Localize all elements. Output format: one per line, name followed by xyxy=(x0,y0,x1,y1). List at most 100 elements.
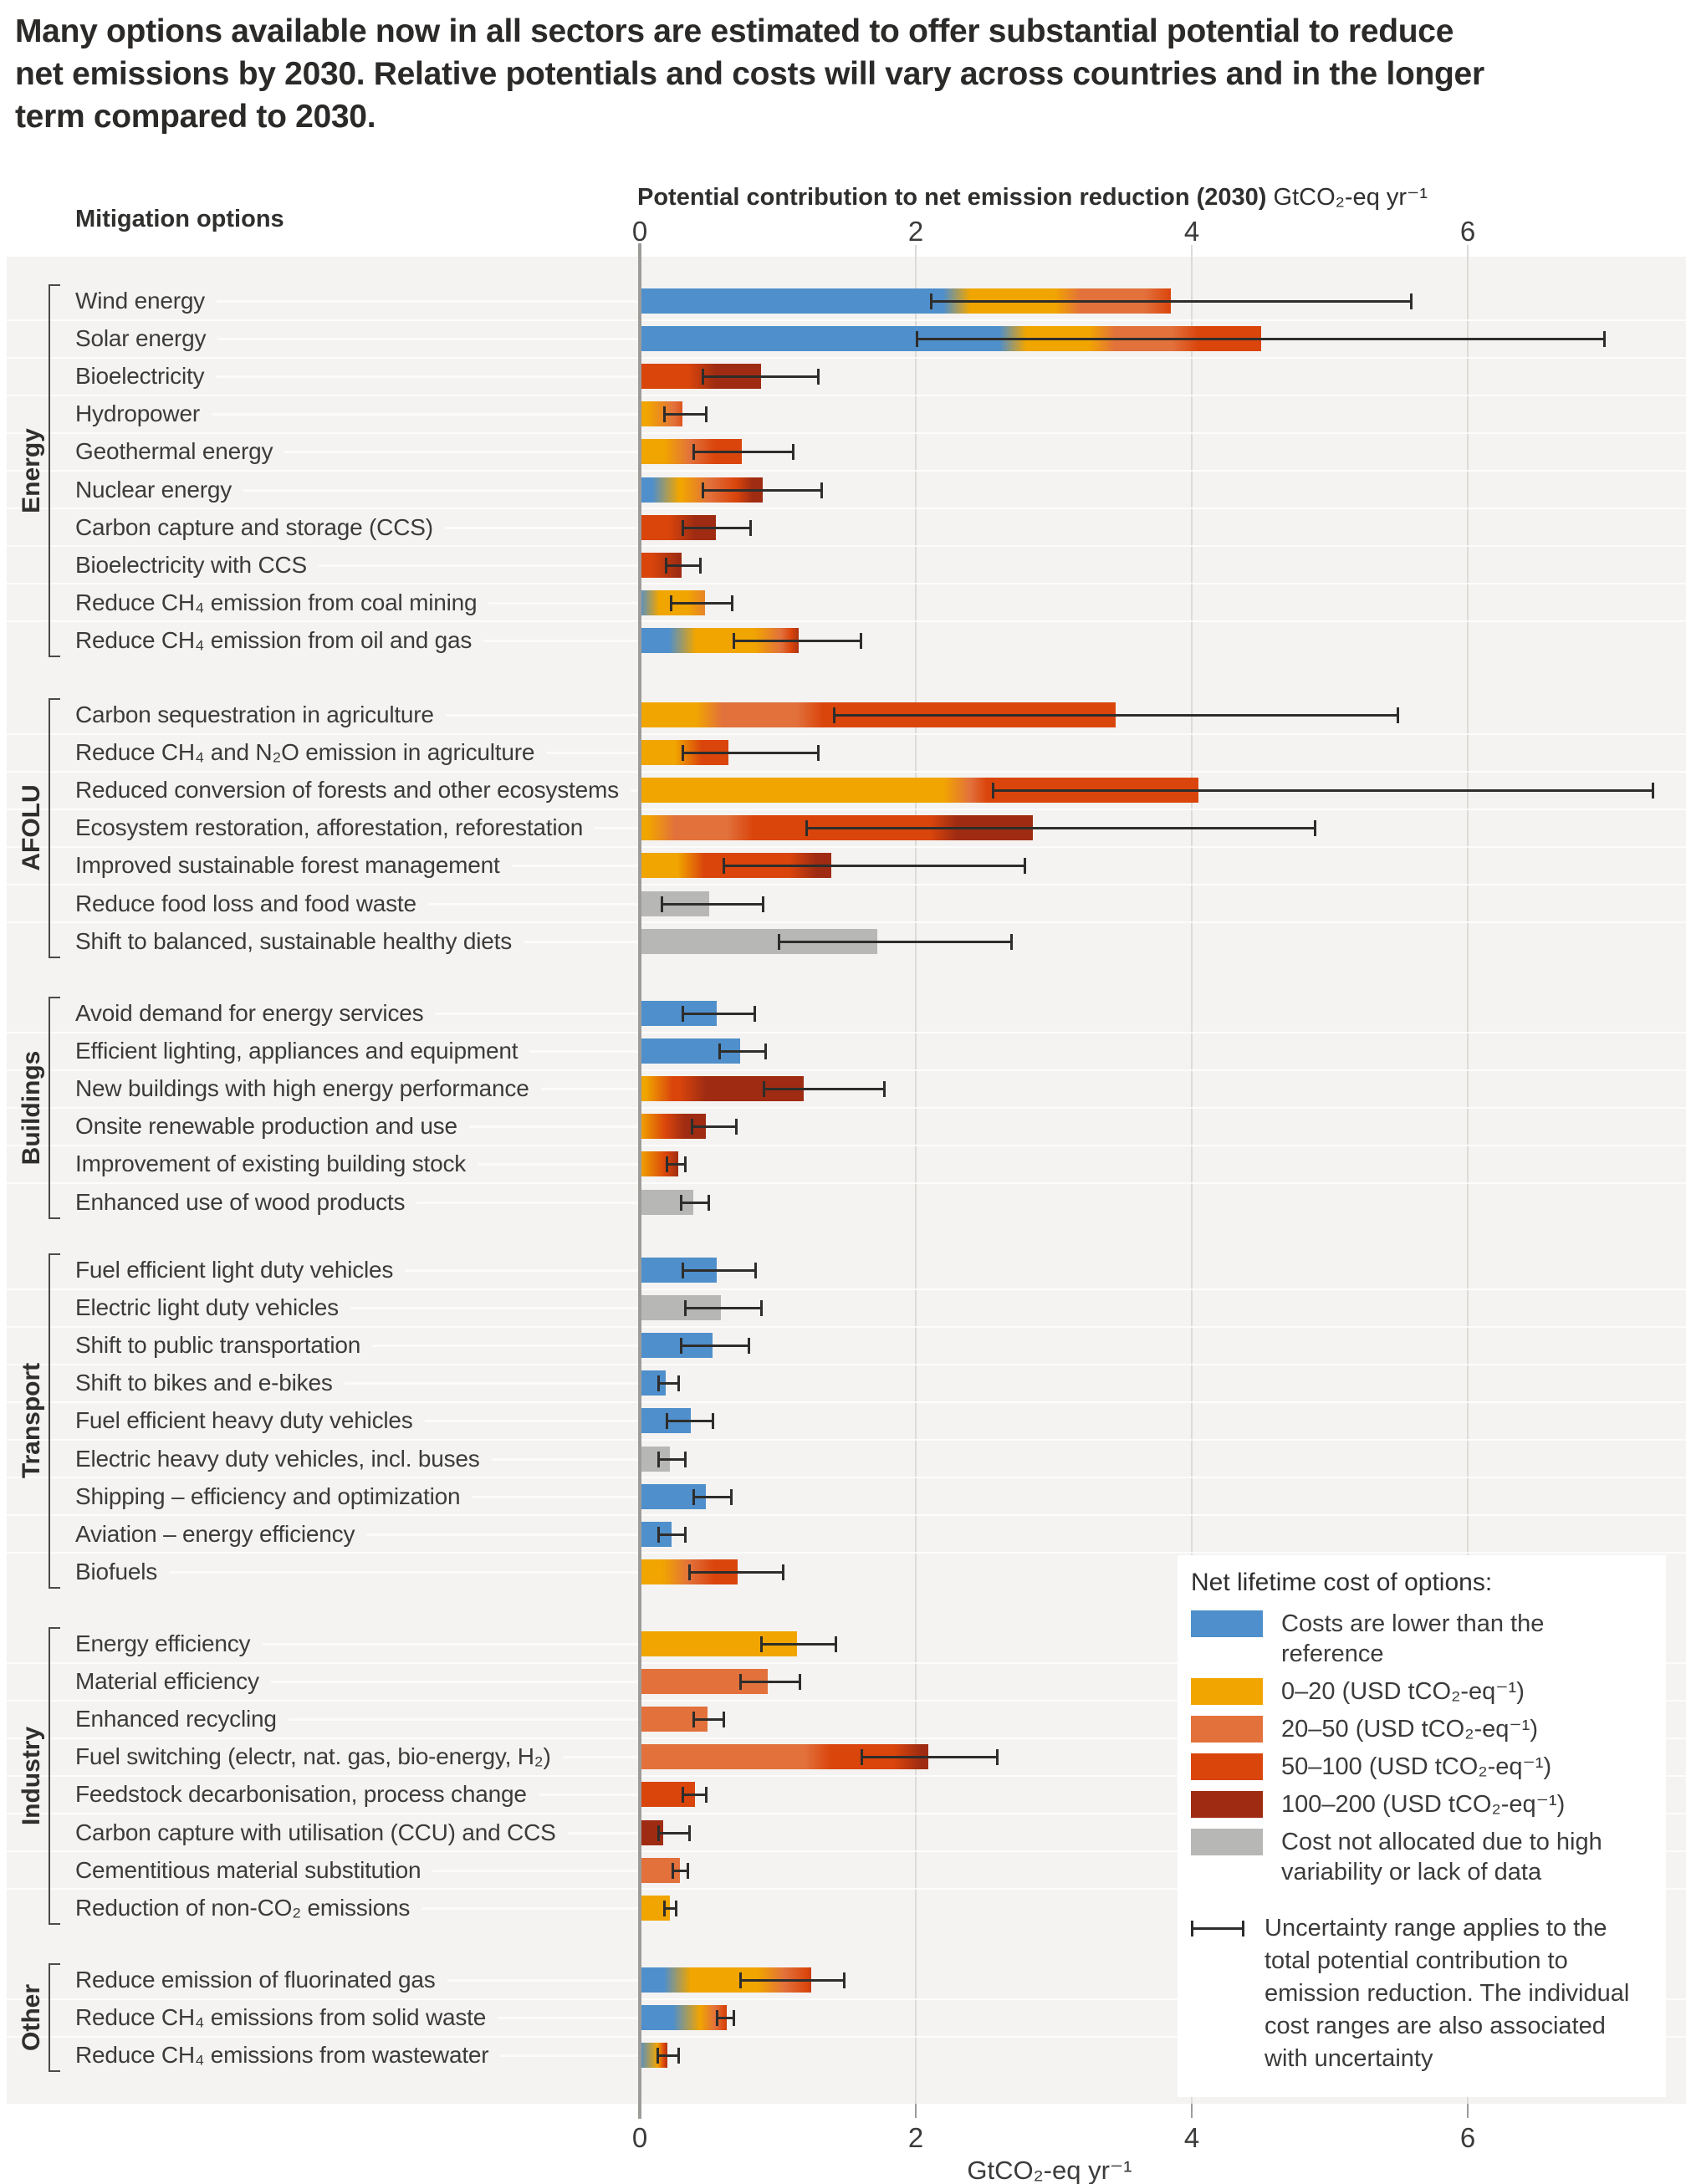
uncertainty-bar xyxy=(702,369,820,385)
sector-bracket xyxy=(49,1627,60,1925)
legend-item: Cost not allocated due to high variabili… xyxy=(1191,1827,1666,1887)
leader-line xyxy=(70,300,640,303)
row-separator xyxy=(7,1477,1686,1479)
row-separator xyxy=(7,469,1686,472)
uncertainty-bar xyxy=(681,1263,758,1278)
uncertainty-bar xyxy=(715,2010,735,2027)
row-separator xyxy=(7,431,1686,434)
bottom-tick-label: 0 xyxy=(631,2122,648,2153)
sector-label-afolu: AFOLU xyxy=(18,784,45,871)
uncertainty-bar xyxy=(929,293,1413,309)
uncertainty-bar xyxy=(681,1787,708,1804)
row-separator xyxy=(7,583,1686,585)
row-separator xyxy=(7,1774,1686,1777)
axis-zero-line xyxy=(638,243,641,2119)
title-line-1: Many options available now in all sector… xyxy=(15,13,1454,49)
option-label: Energy efficiency xyxy=(69,1627,263,1661)
row-separator xyxy=(7,319,1686,321)
option-label: Avoid demand for energy services xyxy=(69,997,436,1030)
option-label: Enhanced use of wood products xyxy=(69,1185,417,1219)
row-separator xyxy=(7,1401,1686,1403)
sector-bracket xyxy=(49,1253,60,1589)
option-label: Reduce food loss and food waste xyxy=(69,886,428,921)
legend-item: 20–50 (USD tCO₂-eq⁻¹) xyxy=(1191,1714,1666,1744)
uncertainty-bar xyxy=(663,406,708,423)
row-separator xyxy=(7,1325,1686,1328)
row-separator xyxy=(7,356,1686,359)
uncertainty-bar xyxy=(778,933,1013,950)
legend-item: 0–20 (USD tCO₂-eq⁻¹) xyxy=(1191,1676,1666,1707)
uncertainty-bar xyxy=(762,1081,886,1098)
option-label: Fuel switching (electr, nat. gas, bio-en… xyxy=(69,1740,563,1774)
row-separator xyxy=(7,1031,1686,1033)
option-label: Enhanced recycling xyxy=(69,1702,289,1737)
option-label: Ecosystem restoration, afforestation, re… xyxy=(69,811,595,845)
mitigation-options-header: Mitigation options xyxy=(75,206,284,232)
option-label: Solar energy xyxy=(69,322,218,356)
title-line-3: term compared to 2030. xyxy=(15,99,376,135)
uncertainty-bar xyxy=(732,632,862,649)
uncertainty-bar xyxy=(664,557,702,574)
sector-label-transport: Transport xyxy=(18,1363,45,1479)
figure-title: Many options available now in all sector… xyxy=(15,10,1675,138)
uncertainty-bar xyxy=(670,594,734,611)
option-label: Feedstock decarbonisation, process chang… xyxy=(69,1778,539,1812)
legend-item-label: Costs are lower than the reference xyxy=(1281,1610,1545,1667)
bottom-axis-unit: GtCO₂-eq yr⁻¹ xyxy=(967,2156,1132,2184)
row-separator xyxy=(7,1106,1686,1109)
uncertainty-bar xyxy=(861,1749,999,1766)
option-label: Shipping – efficiency and optimization xyxy=(69,1479,473,1513)
row-separator xyxy=(7,1181,1686,1184)
gridline xyxy=(915,245,917,2104)
row-separator xyxy=(7,770,1686,773)
option-label: Reduce CH₄ emissions from solid waste xyxy=(69,2001,498,2035)
option-label: New buildings with high energy performan… xyxy=(69,1072,541,1106)
row-separator xyxy=(7,1514,1686,1517)
sector-bracket xyxy=(49,997,60,1219)
option-label: Fuel efficient heavy duty vehicles xyxy=(69,1404,425,1438)
sector-bracket xyxy=(49,698,60,958)
legend-item-label: 20–50 (USD tCO₂-eq⁻¹) xyxy=(1281,1716,1538,1743)
option-label: Improvement of existing building stock xyxy=(69,1147,478,1181)
option-label: Fuel efficient light duty vehicles xyxy=(69,1253,406,1287)
uncertainty-bar xyxy=(657,1526,687,1543)
option-label: Reduction of non-CO₂ emissions xyxy=(69,1891,422,1925)
option-label: Shift to balanced, sustainable healthy d… xyxy=(69,924,524,958)
bottom-tick-mark xyxy=(1191,2104,1193,2118)
uncertainty-bar xyxy=(657,1824,692,1841)
option-label: Wind energy xyxy=(69,284,217,318)
uncertainty-bar xyxy=(679,1194,711,1211)
legend-item-label: 0–20 (USD tCO₂-eq⁻¹) xyxy=(1281,1678,1525,1705)
row-separator xyxy=(7,1144,1686,1146)
legend-item: 50–100 (USD tCO₂-eq⁻¹) xyxy=(1191,1752,1666,1782)
option-label: Hydropower xyxy=(69,397,212,431)
leader-line xyxy=(70,451,640,454)
row-separator xyxy=(7,1812,1686,1814)
legend-uncertainty: Uncertainty range applies to the total p… xyxy=(1191,1912,1666,2075)
option-label: Electric light duty vehicles xyxy=(69,1291,350,1325)
uncertainty-bar xyxy=(681,1006,756,1022)
top-tick-label: 6 xyxy=(1459,216,1476,247)
row-separator xyxy=(7,2035,1686,2038)
bottom-tick-label: 2 xyxy=(907,2122,924,2153)
leader-line xyxy=(70,1643,640,1646)
legend-item-label: Cost not allocated due to high variabili… xyxy=(1281,1829,1602,1885)
option-label: Bioelectricity xyxy=(69,360,217,394)
legend-swatch-0-20 xyxy=(1191,1678,1263,1705)
leader-line xyxy=(70,1718,640,1722)
option-label: Shift to bikes and e-bikes xyxy=(69,1366,345,1401)
legend-uncertainty-text: Uncertainty range applies to the total p… xyxy=(1264,1915,1630,2072)
option-label: Reduce CH₄ and N₂O emission in agricultu… xyxy=(69,736,547,770)
leader-line xyxy=(70,338,640,341)
uncertainty-bar xyxy=(833,707,1399,723)
uncertainty-bar xyxy=(738,1674,802,1691)
uncertainty-bar xyxy=(738,1972,846,1988)
legend-item-label: 100–200 (USD tCO₂-eq⁻¹) xyxy=(1281,1791,1566,1818)
option-label: Improved sustainable forest management xyxy=(69,849,512,883)
row-separator xyxy=(7,1737,1686,1739)
leader-line xyxy=(70,1681,640,1684)
axis-title: Potential contribution to net emission r… xyxy=(637,182,1428,212)
row-separator xyxy=(7,1850,1686,1853)
gridline xyxy=(1191,245,1193,2104)
